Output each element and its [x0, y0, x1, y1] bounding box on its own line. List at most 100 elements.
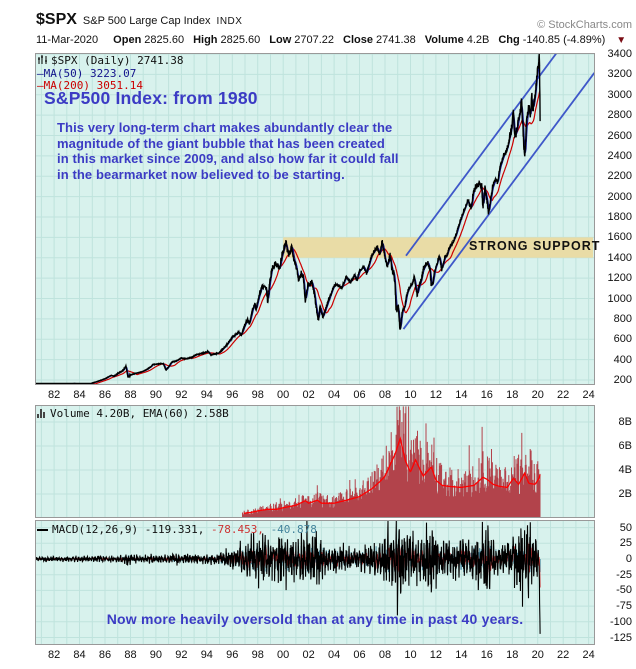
x-tick: 82 — [47, 649, 61, 661]
x-tick: 08 — [378, 389, 392, 401]
y-tick: 2000 — [607, 190, 632, 203]
y-tick: 3200 — [607, 68, 632, 81]
y-tick: -25 — [616, 568, 632, 581]
x-tick: 20 — [531, 389, 544, 401]
x-tick: 90 — [149, 389, 163, 401]
y-tick: 200 — [613, 374, 632, 386]
quote-field: Volume 4.2B — [424, 34, 490, 46]
candlestick-icon — [37, 54, 48, 68]
y-tick: 1600 — [607, 231, 632, 244]
y-tick: 2800 — [607, 109, 632, 122]
chart-annotation-line: This very long-term chart makes abundant… — [57, 120, 393, 135]
x-tick: 14 — [455, 389, 468, 401]
x-tick: 92 — [175, 389, 188, 401]
y-tick: 400 — [613, 353, 632, 366]
symbol-label: $SPX — [36, 11, 77, 28]
quote-field: Open 2825.60 — [113, 34, 185, 46]
x-tick: 94 — [200, 389, 213, 401]
x-tick: 02 — [302, 389, 315, 401]
x-tick: 24 — [582, 389, 595, 401]
x-tick: 06 — [353, 649, 366, 661]
quote-date: 11-Mar-2020 — [36, 34, 99, 46]
x-tick: 96 — [226, 649, 239, 661]
volume-bars-icon — [37, 408, 47, 421]
x-tick: 22 — [557, 649, 570, 661]
x-tick: 16 — [480, 649, 493, 661]
x-tick: 88 — [124, 389, 137, 401]
macd-legend-hist: -40.878 — [270, 523, 317, 536]
macd-legend: MACD(12,26,9) -119.331, -78.453, -40.878 — [37, 523, 317, 536]
x-tick: 06 — [353, 389, 366, 401]
x-tick: 04 — [327, 649, 341, 661]
y-tick: 600 — [613, 333, 632, 346]
y-tick: 1400 — [607, 251, 632, 264]
y-tick: 3400 — [607, 48, 632, 60]
macd-legend-signal: -78.453, — [210, 523, 264, 536]
stockcharts-copyright: © StockCharts.com — [537, 19, 632, 31]
quote-row: 11-Mar-2020 Open 2825.60 High 2825.60 Low 270… — [36, 34, 626, 46]
y-tick: 1800 — [607, 211, 632, 223]
y-tick: 2400 — [607, 149, 632, 162]
y-tick: 2600 — [607, 129, 632, 142]
y-tick: 50 — [619, 521, 632, 534]
y-tick: 1000 — [607, 292, 632, 305]
y-tick: 8B — [618, 416, 632, 428]
support-band-label: STRONG SUPPORT — [469, 239, 601, 253]
volume-legend: Volume 4.20B, EMA(60) 2.58B — [37, 407, 229, 421]
symbol-exchange: INDX — [216, 16, 243, 27]
x-tick: 00 — [277, 389, 290, 401]
quote-field: Close 2741.38 — [343, 34, 416, 46]
y-tick: 2200 — [607, 170, 632, 183]
x-tick: 20 — [531, 649, 544, 661]
chart-annotation-line: in the bearmarket now believed to be sta… — [57, 166, 345, 182]
y-tick: 25 — [619, 537, 632, 550]
y-tick: -100 — [609, 615, 632, 628]
macd-annotation: Now more heavily oversold than at any ti… — [106, 611, 524, 627]
y-tick: 0 — [625, 553, 632, 565]
x-tick: 10 — [404, 389, 417, 401]
macd-legend-main: MACD(12,26,9) -119.331, — [52, 523, 205, 536]
x-tick: 84 — [73, 389, 86, 401]
y-tick: -125 — [609, 631, 632, 644]
y-tick: 1200 — [607, 272, 632, 285]
x-tick: 98 — [251, 649, 264, 661]
header-row: $SPX S&P 500 Large Cap Index INDX — [36, 11, 242, 29]
x-tick: 14 — [455, 649, 468, 661]
x-tick: 86 — [98, 649, 112, 661]
symbol-name: S&P 500 Large Cap Index — [82, 15, 211, 27]
x-tick: 12 — [429, 649, 443, 661]
y-tick: 6B — [618, 440, 632, 452]
x-tick: 94 — [200, 649, 213, 661]
chart-annotation: This very long-term chart makes abundant… — [57, 120, 459, 182]
x-tick: 18 — [506, 649, 519, 661]
price-legend: $SPX (Daily) 2741.38 — [37, 54, 183, 68]
x-tick: 90 — [149, 649, 163, 661]
x-tick: 88 — [124, 649, 137, 661]
quote-field: High 2825.60 — [193, 34, 261, 46]
y-tick: 800 — [613, 312, 632, 325]
x-tick: 04 — [327, 389, 341, 401]
change-down-arrow-icon: ▼ — [616, 35, 627, 46]
x-tick: 12 — [429, 389, 443, 401]
y-tick: 4B — [618, 464, 632, 476]
y-tick: -75 — [616, 600, 632, 613]
quote-fields: Open 2825.60 High 2825.60 Low 2707.22 Close 274… — [113, 34, 605, 46]
x-tick: 10 — [404, 649, 417, 661]
x-tick: 08 — [378, 649, 392, 661]
quote-field: Low 2707.22 — [269, 34, 335, 46]
x-tick: 22 — [557, 389, 570, 401]
x-tick: 98 — [251, 389, 264, 401]
x-tick: 18 — [506, 389, 519, 401]
x-tick: 00 — [277, 649, 290, 661]
y-tick: -50 — [616, 584, 632, 597]
chart-annotation-line: in this market since 2009, and also how … — [57, 151, 399, 166]
y-tick: 2B — [618, 488, 632, 500]
x-tick: 96 — [226, 389, 239, 401]
x-tick: 16 — [480, 389, 493, 401]
ma200-legend: —MA(200) 3051.14 — [37, 79, 143, 92]
x-tick: 86 — [98, 389, 112, 401]
x-tick: 92 — [175, 649, 188, 661]
x-tick: 84 — [73, 649, 86, 661]
